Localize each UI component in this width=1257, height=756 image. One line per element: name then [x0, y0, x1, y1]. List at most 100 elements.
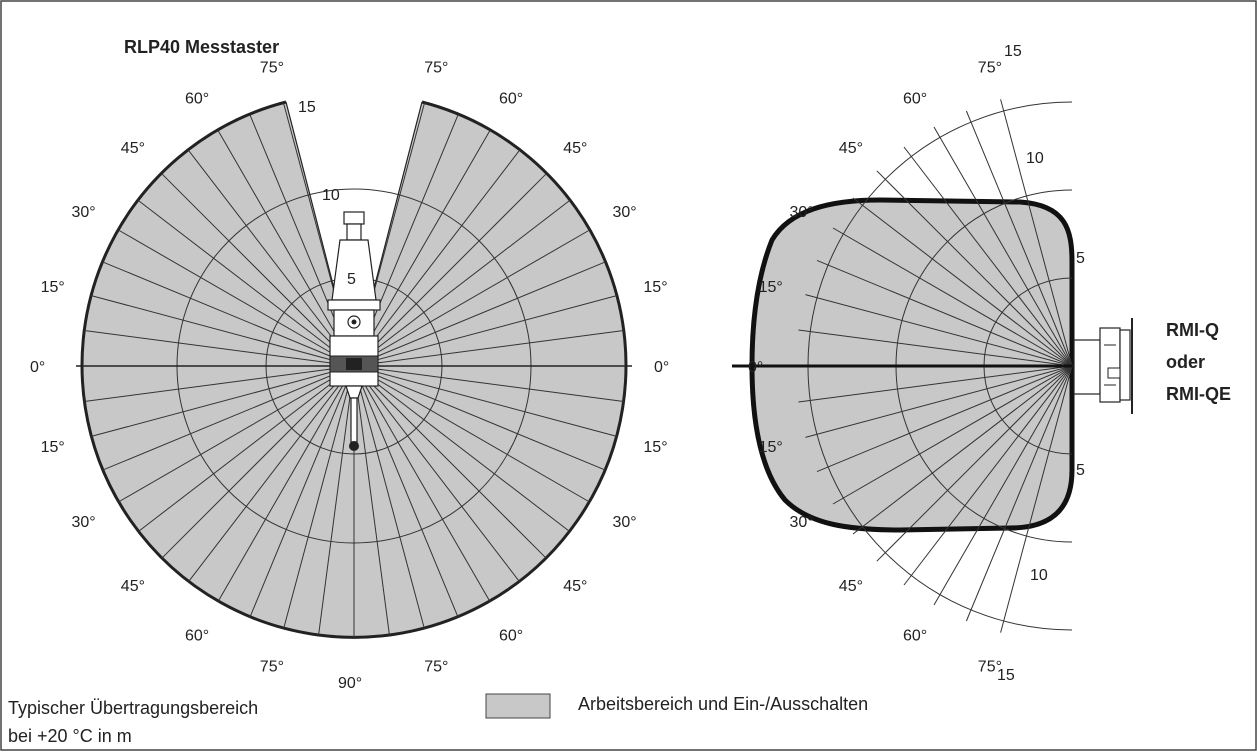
- left-radial-line: [102, 365, 355, 471]
- right-diagram-angle-label: 15°: [759, 279, 783, 296]
- legend-swatch: [485, 693, 551, 719]
- left-radial-line: [249, 365, 355, 618]
- left-radial-line: [353, 295, 617, 367]
- diagram-title: RLP40 Messtaster: [124, 37, 279, 57]
- left-radial-line: [91, 365, 355, 437]
- right-radial-line: [852, 197, 1073, 367]
- left-radial-line: [91, 295, 355, 367]
- left-radial-line: [353, 261, 606, 367]
- footnote-line-2: bei +20 °C in m: [8, 726, 132, 746]
- right-radial-line: [805, 365, 1073, 438]
- receiver-label-line-3: RMI-QE: [1166, 384, 1231, 404]
- left-range-label-15: 15: [298, 99, 316, 116]
- left-radial-line: [161, 365, 355, 559]
- left-radial-line: [353, 365, 425, 629]
- left-radial-line: [353, 365, 547, 559]
- left-radial-line: [353, 365, 491, 602]
- left-angle-label: 45°: [121, 140, 145, 157]
- right-radial-line: [933, 365, 1073, 606]
- left-radial-line: [84, 365, 355, 402]
- right-diagram-angle-label: 0°: [748, 359, 763, 376]
- left-radial-line: [353, 330, 624, 367]
- right-radial-line: [798, 365, 1073, 403]
- right-radial-line: [1000, 99, 1073, 367]
- right-radial-line: [965, 110, 1073, 367]
- footnote-line-1: Typischer Übertragungsbereich: [8, 698, 258, 718]
- left-radial-line: [217, 365, 355, 602]
- right-range-label-10-bottom: 10: [1030, 567, 1048, 584]
- right-radial-line: [805, 294, 1073, 367]
- left-radial-line: [188, 149, 355, 367]
- right-radial-line: [816, 259, 1073, 367]
- right-radial-line: [876, 170, 1073, 367]
- left-radial-line: [353, 365, 606, 471]
- left-radial-line: [353, 365, 459, 618]
- left-radial-line: [353, 229, 590, 367]
- left-radial-line: [217, 130, 355, 367]
- left-radial-line: [353, 365, 520, 583]
- legend-text: Arbeitsbereich und Ein-/Ausschalten: [578, 694, 868, 714]
- left-radial-line: [118, 229, 355, 367]
- right-range-label-15-bottom: 15: [997, 667, 1015, 684]
- left-radial-line: [84, 330, 355, 367]
- left-angle-label: 0°: [30, 359, 45, 376]
- left-angle-label: 60°: [185, 628, 209, 645]
- right-radial-line: [798, 329, 1073, 367]
- left-radial-line: [353, 365, 571, 532]
- left-radial-line: [161, 173, 355, 367]
- right-angle-label: 45°: [563, 578, 587, 595]
- right-radial-line: [832, 365, 1073, 505]
- receiver-label-line-1: RMI-Q: [1166, 320, 1219, 340]
- left-angle-label: 15°: [41, 279, 65, 296]
- right-angle-label: 15°: [643, 439, 667, 456]
- left-angle-label: 60°: [185, 91, 209, 108]
- left-radial-line: [102, 261, 355, 367]
- right-radial-lines: [798, 99, 1073, 633]
- left-radial-line: [318, 365, 355, 636]
- left-radial-line: [283, 365, 355, 629]
- left-range-label-10: 10: [322, 187, 340, 204]
- bottom-angle-label: 90°: [338, 675, 362, 692]
- right-radial-line: [816, 365, 1073, 473]
- left-radial-line: [137, 200, 355, 367]
- right-diagram-angle-label: 45°: [839, 578, 863, 595]
- left-radial-line: [118, 365, 355, 503]
- right-angle-label: 30°: [613, 514, 637, 531]
- left-radial-line: [353, 130, 491, 367]
- left-angle-label: 75°: [260, 658, 284, 675]
- right-angle-label: 15°: [643, 279, 667, 296]
- right-range-label-5-bottom: 5: [1076, 462, 1085, 479]
- right-range-label-15-top: 15: [1004, 43, 1022, 60]
- right-angle-label: 75°: [424, 60, 448, 77]
- left-radial-line: [353, 200, 571, 367]
- right-radial-line: [1000, 365, 1073, 633]
- left-angle-label: 75°: [260, 60, 284, 77]
- left-radial-line: [353, 149, 520, 367]
- right-angle-label: 30°: [613, 204, 637, 221]
- left-angle-label: 30°: [72, 204, 96, 221]
- right-range-label-5-top: 5: [1076, 250, 1085, 267]
- right-range-label-10-top: 10: [1026, 150, 1044, 167]
- left-range-label-5: 5: [347, 271, 356, 288]
- right-diagram-angle-label: 15°: [759, 439, 783, 456]
- right-diagram-angle-label: 60°: [903, 91, 927, 108]
- right-angle-label: 0°: [654, 359, 669, 376]
- right-polar-diagram: 75° 60° 45° 30° 15° 0° 15° 30° 45° 60° 75° 5 10 15…: [732, 43, 1133, 684]
- left-angle-labels: 75° 75° 60° 60° 45° 45° 30° 30° 15° 15° 0° 0° 15° 15°…: [30, 60, 669, 692]
- right-radial-line: [852, 365, 1073, 535]
- left-angle-label: 30°: [72, 514, 96, 531]
- left-radial-line: [353, 173, 547, 367]
- probe-drawing: [327, 211, 381, 451]
- left-angle-label: 45°: [121, 578, 145, 595]
- left-radial-line: [353, 365, 617, 437]
- right-diagram-angle-label: 30°: [790, 514, 814, 531]
- left-radial-line: [188, 365, 355, 583]
- right-radial-line: [933, 126, 1073, 367]
- left-radial-line: [353, 365, 590, 503]
- right-angle-label: 75°: [424, 658, 448, 675]
- right-diagram-angle-label: 45°: [839, 140, 863, 157]
- right-angle-label: 60°: [499, 628, 523, 645]
- right-diagram-angle-label: 30°: [790, 204, 814, 221]
